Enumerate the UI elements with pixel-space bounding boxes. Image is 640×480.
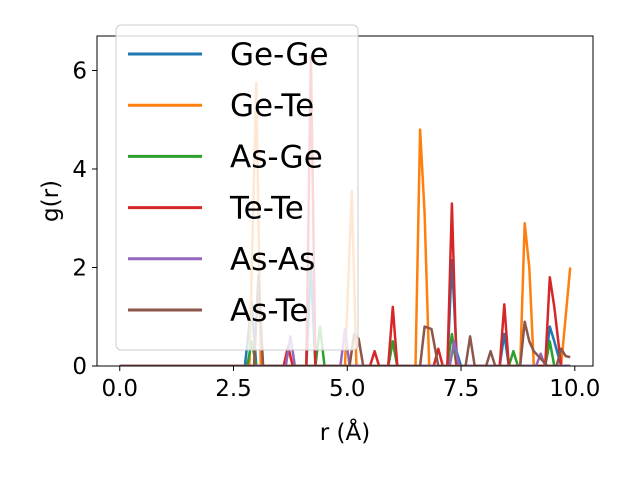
y-tick-label: 0 <box>72 354 87 380</box>
x-tick-label: 0.0 <box>101 376 138 402</box>
y-axis-ticks: 0 2 4 6 <box>72 58 97 380</box>
x-tick-label: 2.5 <box>215 376 252 402</box>
legend-label-ge-ge: Ge-Ge <box>230 37 329 73</box>
legend-label-as-te: As-Te <box>230 293 308 329</box>
legend-label-te-te: Te-Te <box>229 191 304 227</box>
y-tick-label: 6 <box>72 58 87 84</box>
legend-label-ge-te: Ge-Te <box>230 88 314 124</box>
legend: Ge-Ge Ge-Te As-Ge Te-Te As-As As-Te <box>115 24 359 351</box>
x-axis-ticks: 0.0 2.5 5.0 7.5 10.0 <box>101 366 600 402</box>
x-tick-label: 5.0 <box>329 376 366 402</box>
legend-label-as-ge: As-Ge <box>230 139 323 175</box>
y-tick-label: 4 <box>72 157 87 183</box>
y-tick-label: 2 <box>72 255 87 281</box>
x-tick-label: 10.0 <box>549 376 600 402</box>
legend-label-as-as: As-As <box>230 242 315 278</box>
x-axis-title: r (Å) <box>320 418 370 446</box>
y-axis-title: g(r) <box>38 180 64 222</box>
x-tick-label: 7.5 <box>443 376 480 402</box>
